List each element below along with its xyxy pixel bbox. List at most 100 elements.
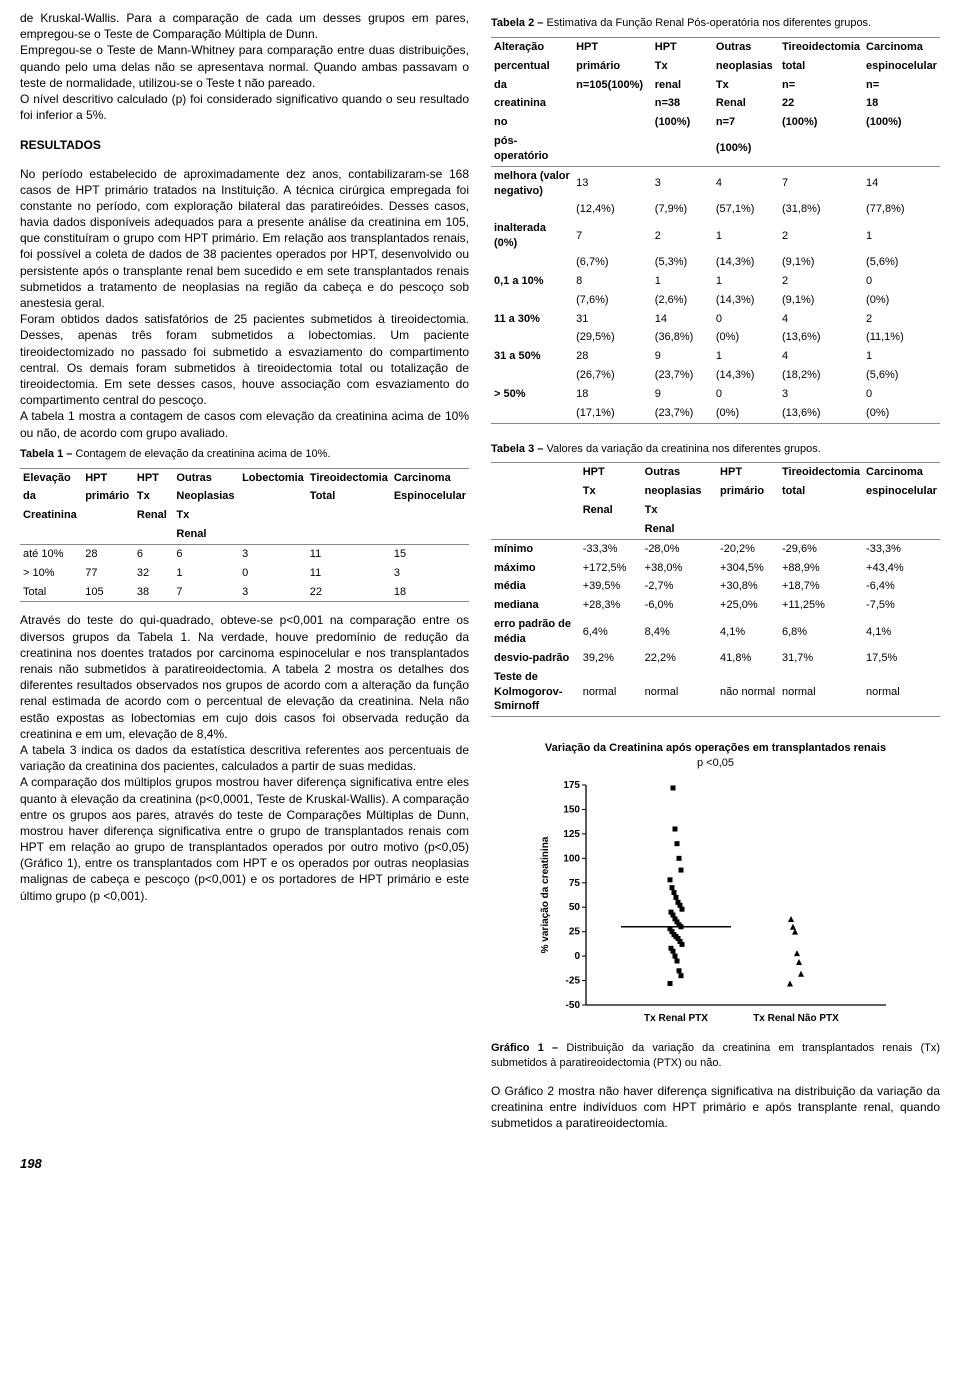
table-header-cell: percentual bbox=[491, 57, 573, 76]
table-cell: -33,3% bbox=[863, 539, 940, 558]
table-cell: 8,4% bbox=[642, 615, 717, 649]
table-row: (17,1%)(23,7%)(0%)(13,6%)(0%) bbox=[491, 404, 940, 423]
table-cell: (9,1%) bbox=[779, 291, 863, 310]
table-header-cell: neoplasias bbox=[642, 482, 717, 501]
table-cell: (9,1%) bbox=[779, 253, 863, 272]
table-cell bbox=[491, 253, 573, 272]
table-header-cell: primário bbox=[573, 57, 652, 76]
table-header-cell: n= bbox=[863, 76, 940, 95]
table-cell: (7,9%) bbox=[652, 200, 713, 219]
table-cell: 4,1% bbox=[717, 615, 779, 649]
table-cell: normal bbox=[863, 668, 940, 717]
table-header-cell bbox=[573, 94, 652, 113]
table-cell: (0%) bbox=[863, 291, 940, 310]
left-column: de Kruskal-Wallis. Para a comparação de … bbox=[20, 10, 469, 1131]
table-header-cell: HPT bbox=[134, 468, 174, 487]
table-row: (6,7%)(5,3%)(14,3%)(9,1%)(5,6%) bbox=[491, 253, 940, 272]
table-header-cell: n= bbox=[779, 76, 863, 95]
table-header-cell bbox=[863, 501, 940, 520]
table-cell: -7,5% bbox=[863, 596, 940, 615]
svg-text:75: 75 bbox=[568, 878, 580, 889]
svg-text:Tx Renal PTX: Tx Renal PTX bbox=[644, 1013, 708, 1024]
table-header-cell: n=38 bbox=[652, 94, 713, 113]
table-cell: 3 bbox=[779, 385, 863, 404]
para: No período estabelecido de aproximadamen… bbox=[20, 166, 469, 312]
table-header-cell: Outras bbox=[173, 468, 239, 487]
table-cell: (23,7%) bbox=[652, 404, 713, 423]
table-cell: (14,3%) bbox=[713, 291, 779, 310]
table-cell: 7 bbox=[173, 583, 239, 602]
table-header-cell: Total bbox=[307, 487, 391, 506]
table-cell: 1 bbox=[713, 347, 779, 366]
svg-text:25: 25 bbox=[568, 927, 580, 938]
svg-text:125: 125 bbox=[563, 829, 580, 840]
table-header-cell: neoplasias bbox=[713, 57, 779, 76]
table-cell: 39,2% bbox=[580, 649, 642, 668]
table-header-cell: Carcinoma bbox=[863, 463, 940, 482]
table-row: > 10%773210113 bbox=[20, 564, 469, 583]
table-cell: 4 bbox=[713, 166, 779, 200]
para: O Gráfico 2 mostra não haver diferença s… bbox=[491, 1083, 940, 1132]
table-cell: +30,8% bbox=[717, 577, 779, 596]
table-cell: (23,7%) bbox=[652, 366, 713, 385]
table-cell: 6,8% bbox=[779, 615, 863, 649]
para: de Kruskal-Wallis. Para a comparação de … bbox=[20, 10, 469, 42]
table-cell: 28 bbox=[573, 347, 652, 366]
table-cell: não normal bbox=[717, 668, 779, 717]
table-header-cell bbox=[863, 520, 940, 539]
table-row: mediana+28,3%-6,0%+25,0%+11,25%-7,5% bbox=[491, 596, 940, 615]
table-row: (26,7%)(23,7%)(14,3%)(18,2%)(5,6%) bbox=[491, 366, 940, 385]
table-row: inalterada (0%)72121 bbox=[491, 219, 940, 253]
table-header-cell: Tireoidectomia bbox=[779, 463, 863, 482]
table-cell: (5,6%) bbox=[863, 366, 940, 385]
table-cell: > 50% bbox=[491, 385, 573, 404]
table-header-cell bbox=[239, 506, 307, 525]
table-cell: normal bbox=[642, 668, 717, 717]
table-cell: 0,1 a 10% bbox=[491, 272, 573, 291]
table-cell: 14 bbox=[652, 310, 713, 329]
svg-text:0: 0 bbox=[574, 951, 580, 962]
table-header-cell: Creatinina bbox=[20, 506, 82, 525]
table-cell: (14,3%) bbox=[713, 253, 779, 272]
table-cell: +28,3% bbox=[580, 596, 642, 615]
table-row: desvio-padrão39,2%22,2%41,8%31,7%17,5% bbox=[491, 649, 940, 668]
table-header-cell: pós-operatório bbox=[491, 132, 573, 166]
para: Através do teste do qui-quadrado, obteve… bbox=[20, 612, 469, 742]
table-cell: mediana bbox=[491, 596, 580, 615]
right-column: Tabela 2 – Estimativa da Função Renal Pó… bbox=[491, 10, 940, 1131]
table2-caption: Tabela 2 – Estimativa da Função Renal Pó… bbox=[491, 16, 940, 31]
page-number: 198 bbox=[20, 1155, 940, 1173]
table-row: > 50%189030 bbox=[491, 385, 940, 404]
table3-caption: Tabela 3 – Valores da variação da creati… bbox=[491, 442, 940, 457]
table-header-cell: Renal bbox=[580, 501, 642, 520]
table-cell: 18 bbox=[573, 385, 652, 404]
table-cell: 0 bbox=[239, 564, 307, 583]
table-row: (12,4%)(7,9%)(57,1%)(31,8%)(77,8%) bbox=[491, 200, 940, 219]
table-cell: +18,7% bbox=[779, 577, 863, 596]
table-header-cell: HPT bbox=[717, 463, 779, 482]
table-header-cell: da bbox=[491, 76, 573, 95]
table-cell: -6,4% bbox=[863, 577, 940, 596]
table-cell: (31,8%) bbox=[779, 200, 863, 219]
table-cell: > 10% bbox=[20, 564, 82, 583]
table-cell: 22 bbox=[307, 583, 391, 602]
table-cell: 18 bbox=[391, 583, 469, 602]
table-cell: 15 bbox=[391, 544, 469, 563]
svg-text:175: 175 bbox=[563, 780, 580, 791]
table-cell: (5,3%) bbox=[652, 253, 713, 272]
table-header-cell: Espinocelular bbox=[391, 487, 469, 506]
table-cell: 0 bbox=[863, 385, 940, 404]
table-header-cell: (100%) bbox=[779, 113, 863, 132]
table-header-cell bbox=[307, 506, 391, 525]
table-header-cell: no bbox=[491, 113, 573, 132]
table-cell: 0 bbox=[713, 310, 779, 329]
table2-label: Tabela 2 – bbox=[491, 17, 546, 29]
table-row: (29,5%)(36,8%)(0%)(13,6%)(11,1%) bbox=[491, 328, 940, 347]
table-header-cell: 18 bbox=[863, 94, 940, 113]
table-header-cell bbox=[717, 501, 779, 520]
table-header-cell: espinocelular bbox=[863, 482, 940, 501]
table-cell: 1 bbox=[713, 219, 779, 253]
table-cell: 14 bbox=[863, 166, 940, 200]
table-cell: 3 bbox=[239, 544, 307, 563]
table-header-cell: primário bbox=[82, 487, 134, 506]
